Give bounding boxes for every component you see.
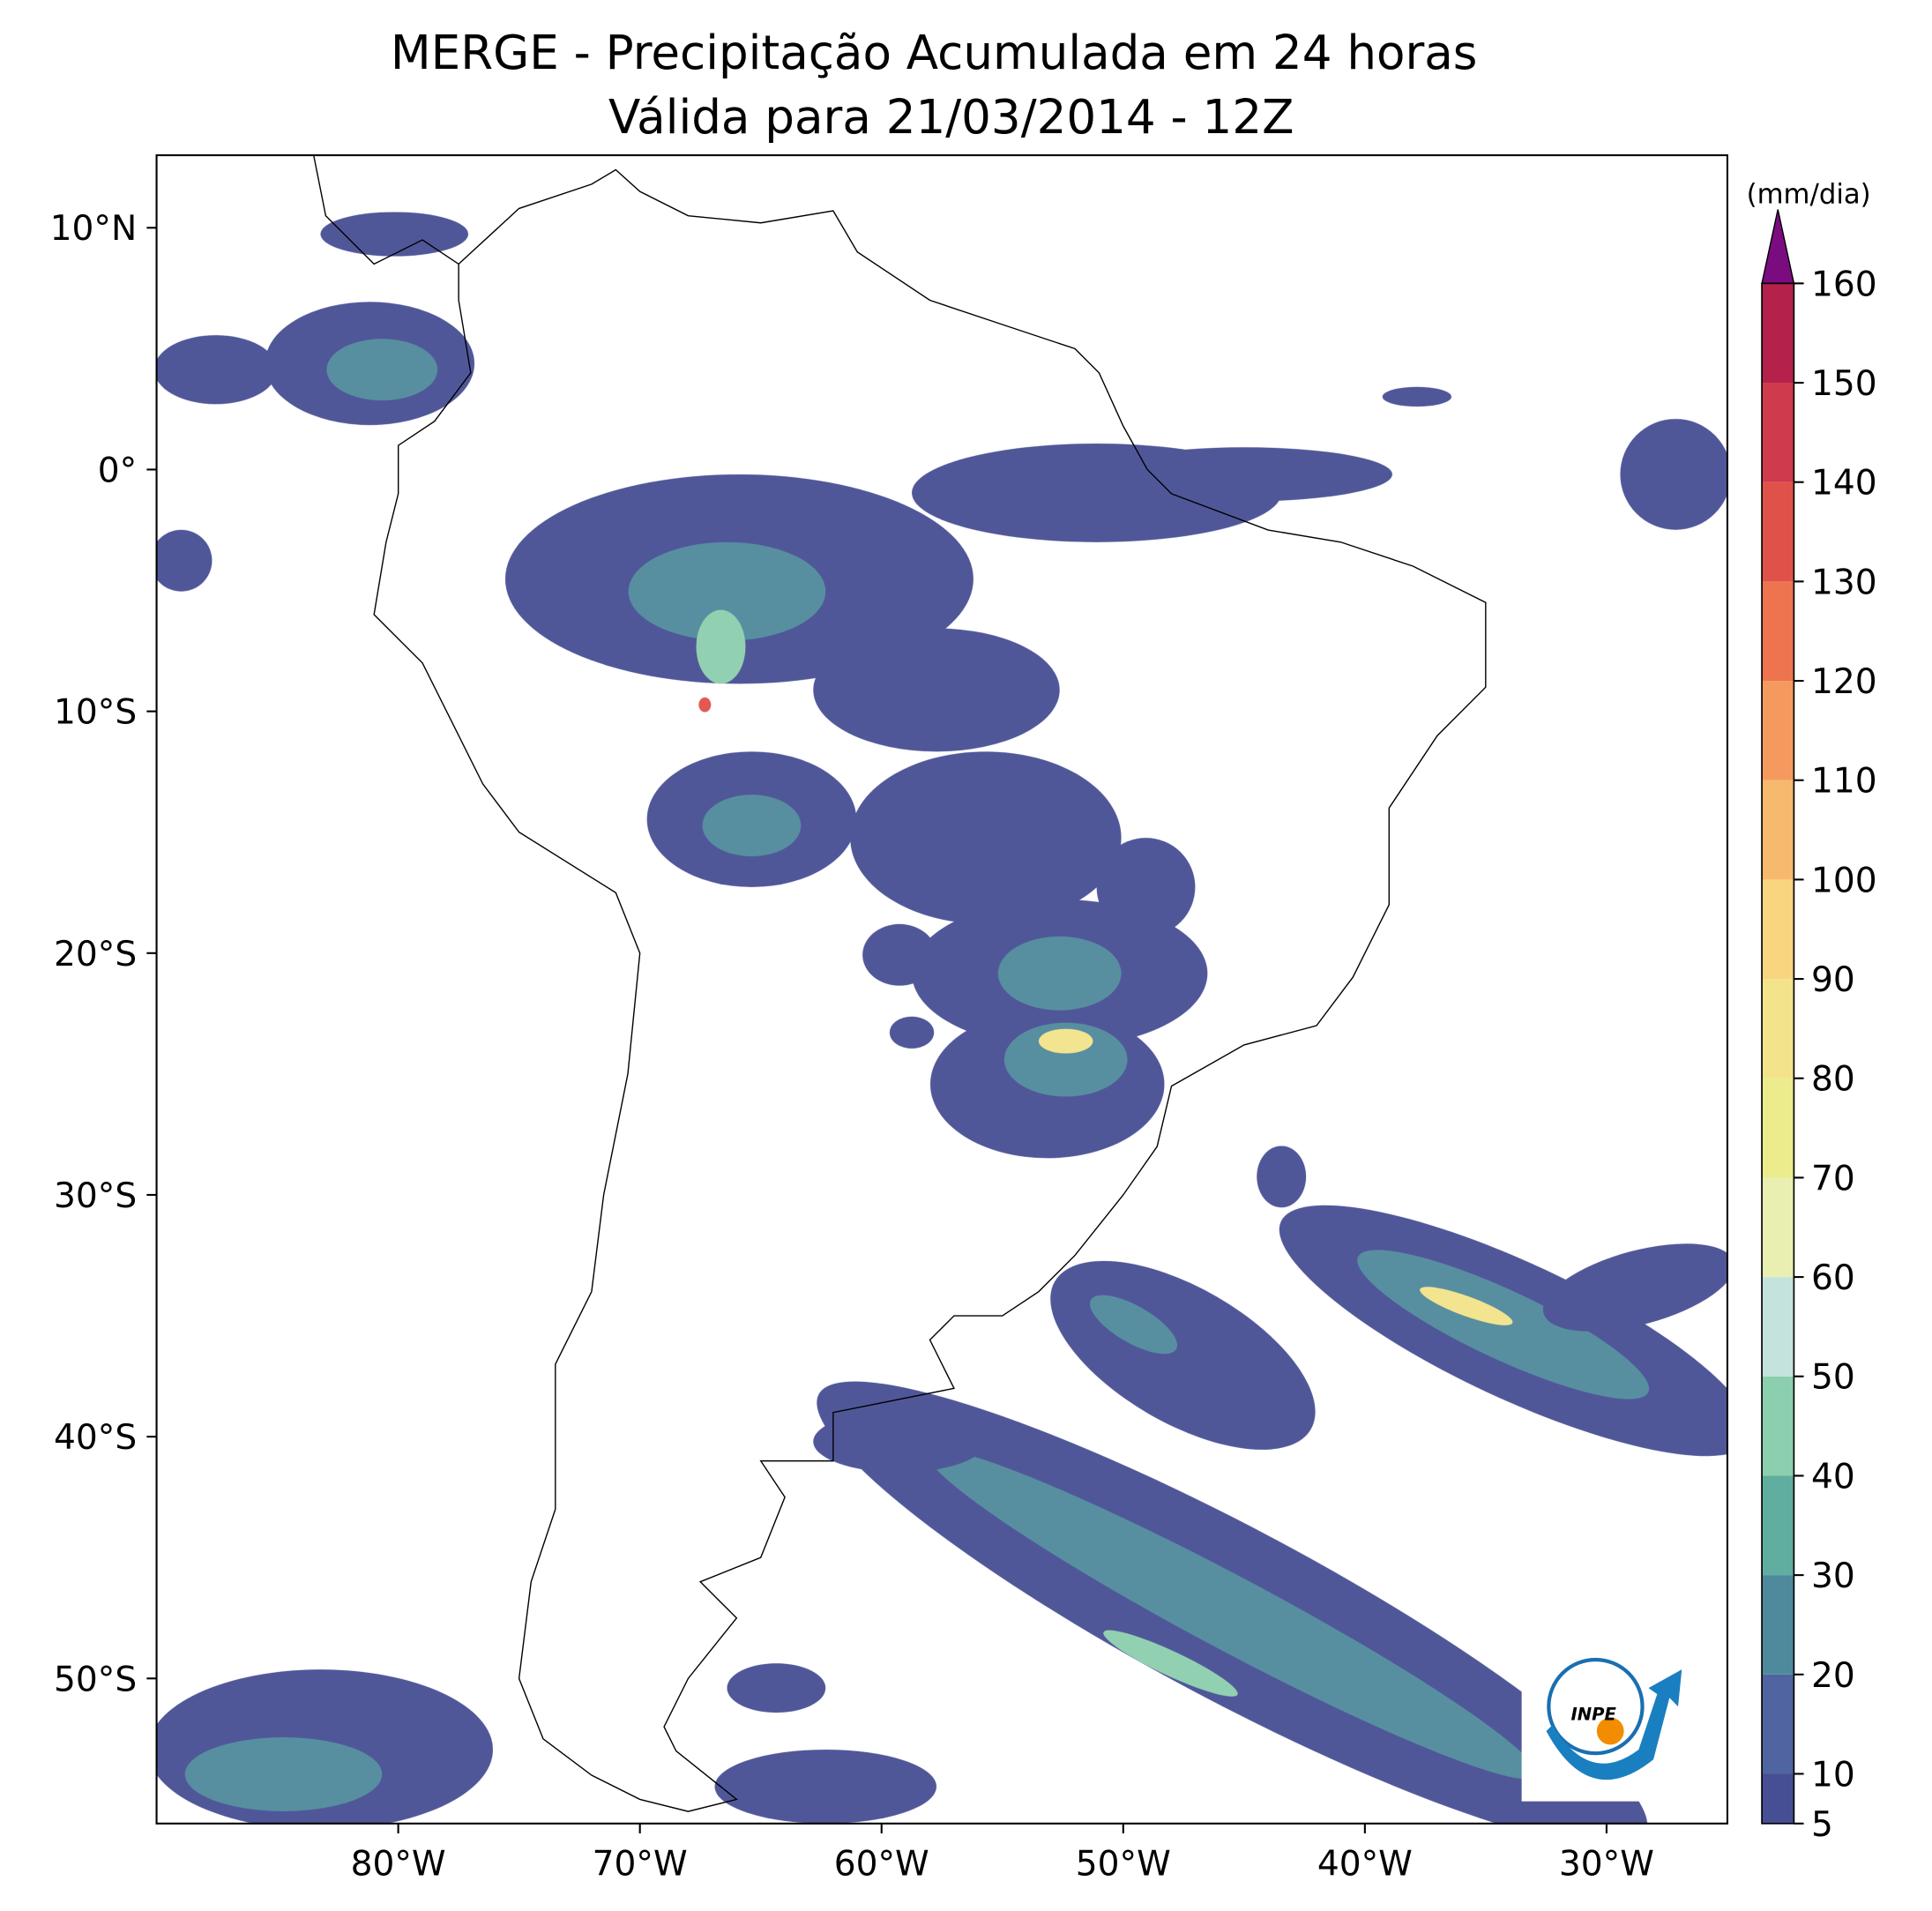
logo-dot (1596, 1717, 1624, 1745)
y-tick-label: 10°N (50, 209, 138, 249)
subtitle: Válida para 21/03/2014 - 12Z (608, 90, 1294, 145)
logo-arrow (1546, 1669, 1682, 1780)
colorbar-tick-label: 80 (1811, 1060, 1855, 1100)
coastline (312, 155, 1487, 1812)
x-tick-label: 30°W (1559, 1844, 1654, 1884)
colorbar-tick-label: 20 (1811, 1656, 1855, 1696)
x-tick-label: 40°W (1317, 1844, 1413, 1884)
logo-text: INPE (1571, 1704, 1617, 1724)
colorbar-segment (1762, 681, 1794, 780)
colorbar-tick-label: 10 (1811, 1755, 1855, 1795)
colorbar-tick-label: 110 (1811, 762, 1877, 802)
y-tick-label: 50°S (54, 1660, 137, 1699)
colorbar-tick-label: 130 (1811, 563, 1877, 602)
y-tick-label: 10°S (54, 693, 137, 733)
colorbar-segment (1762, 581, 1794, 682)
y-tick-label: 40°S (54, 1418, 137, 1458)
colorbar-segment (1762, 481, 1794, 582)
colorbar-segment (1762, 1376, 1794, 1476)
colorbar-segment (1762, 1475, 1794, 1576)
colorbar-extend (1761, 209, 1795, 285)
x-tick-label: 80°W (351, 1844, 446, 1884)
colorbar-tick-label: 90 (1811, 960, 1855, 1000)
y-tick-label: 0° (98, 451, 137, 490)
colorbar-tick-label: 160 (1811, 265, 1877, 304)
logo-ring (1547, 1657, 1645, 1756)
colorbar-tick-label: 60 (1811, 1258, 1855, 1298)
y-tick-label: 30°S (54, 1176, 137, 1216)
south-america-coast (373, 168, 1487, 1812)
colorbar-tick-label: 40 (1811, 1457, 1855, 1497)
colorbar-tick-label: 120 (1811, 662, 1877, 702)
colorbar-tick-label: 5 (1811, 1805, 1833, 1845)
colorbar-label: (mm/dia) (1747, 179, 1871, 211)
map-area: INPE (156, 155, 1727, 1824)
colorbar-segment (1762, 1773, 1794, 1824)
colorbar-tick-label: 30 (1811, 1556, 1855, 1596)
x-tick-label: 50°W (1076, 1844, 1171, 1884)
colorbar-segment (1762, 1078, 1794, 1178)
x-tick-label: 60°W (834, 1844, 929, 1884)
colorbar-segment (1762, 1674, 1794, 1774)
colorbar-frame (1761, 282, 1795, 1825)
x-tick-label: 70°W (593, 1844, 688, 1884)
colorbar-tick-label: 100 (1811, 861, 1877, 900)
colorbar-segment (1762, 383, 1794, 482)
colorbar-tick-label: 70 (1811, 1159, 1855, 1198)
colorbar-segment (1762, 283, 1794, 384)
colorbar-tick-label: 50 (1811, 1358, 1855, 1398)
colorbar-segment (1762, 780, 1794, 880)
title: MERGE - Precipitação Acumulada em 24 hor… (391, 26, 1478, 80)
y-tick-label: 20°S (54, 935, 137, 974)
colorbar-segment (1762, 879, 1794, 980)
precipitation (156, 212, 1727, 1824)
map-frame (155, 153, 1728, 1825)
colorbar-segment (1762, 1177, 1794, 1278)
central-america-coast (312, 155, 459, 265)
colorbar-segment (1762, 1277, 1794, 1377)
colorbar-tick-label: 140 (1811, 464, 1877, 504)
colorbar-tick-label: 150 (1811, 364, 1877, 404)
colorbar-segment (1762, 1575, 1794, 1675)
colorbar-segment (1762, 979, 1794, 1079)
